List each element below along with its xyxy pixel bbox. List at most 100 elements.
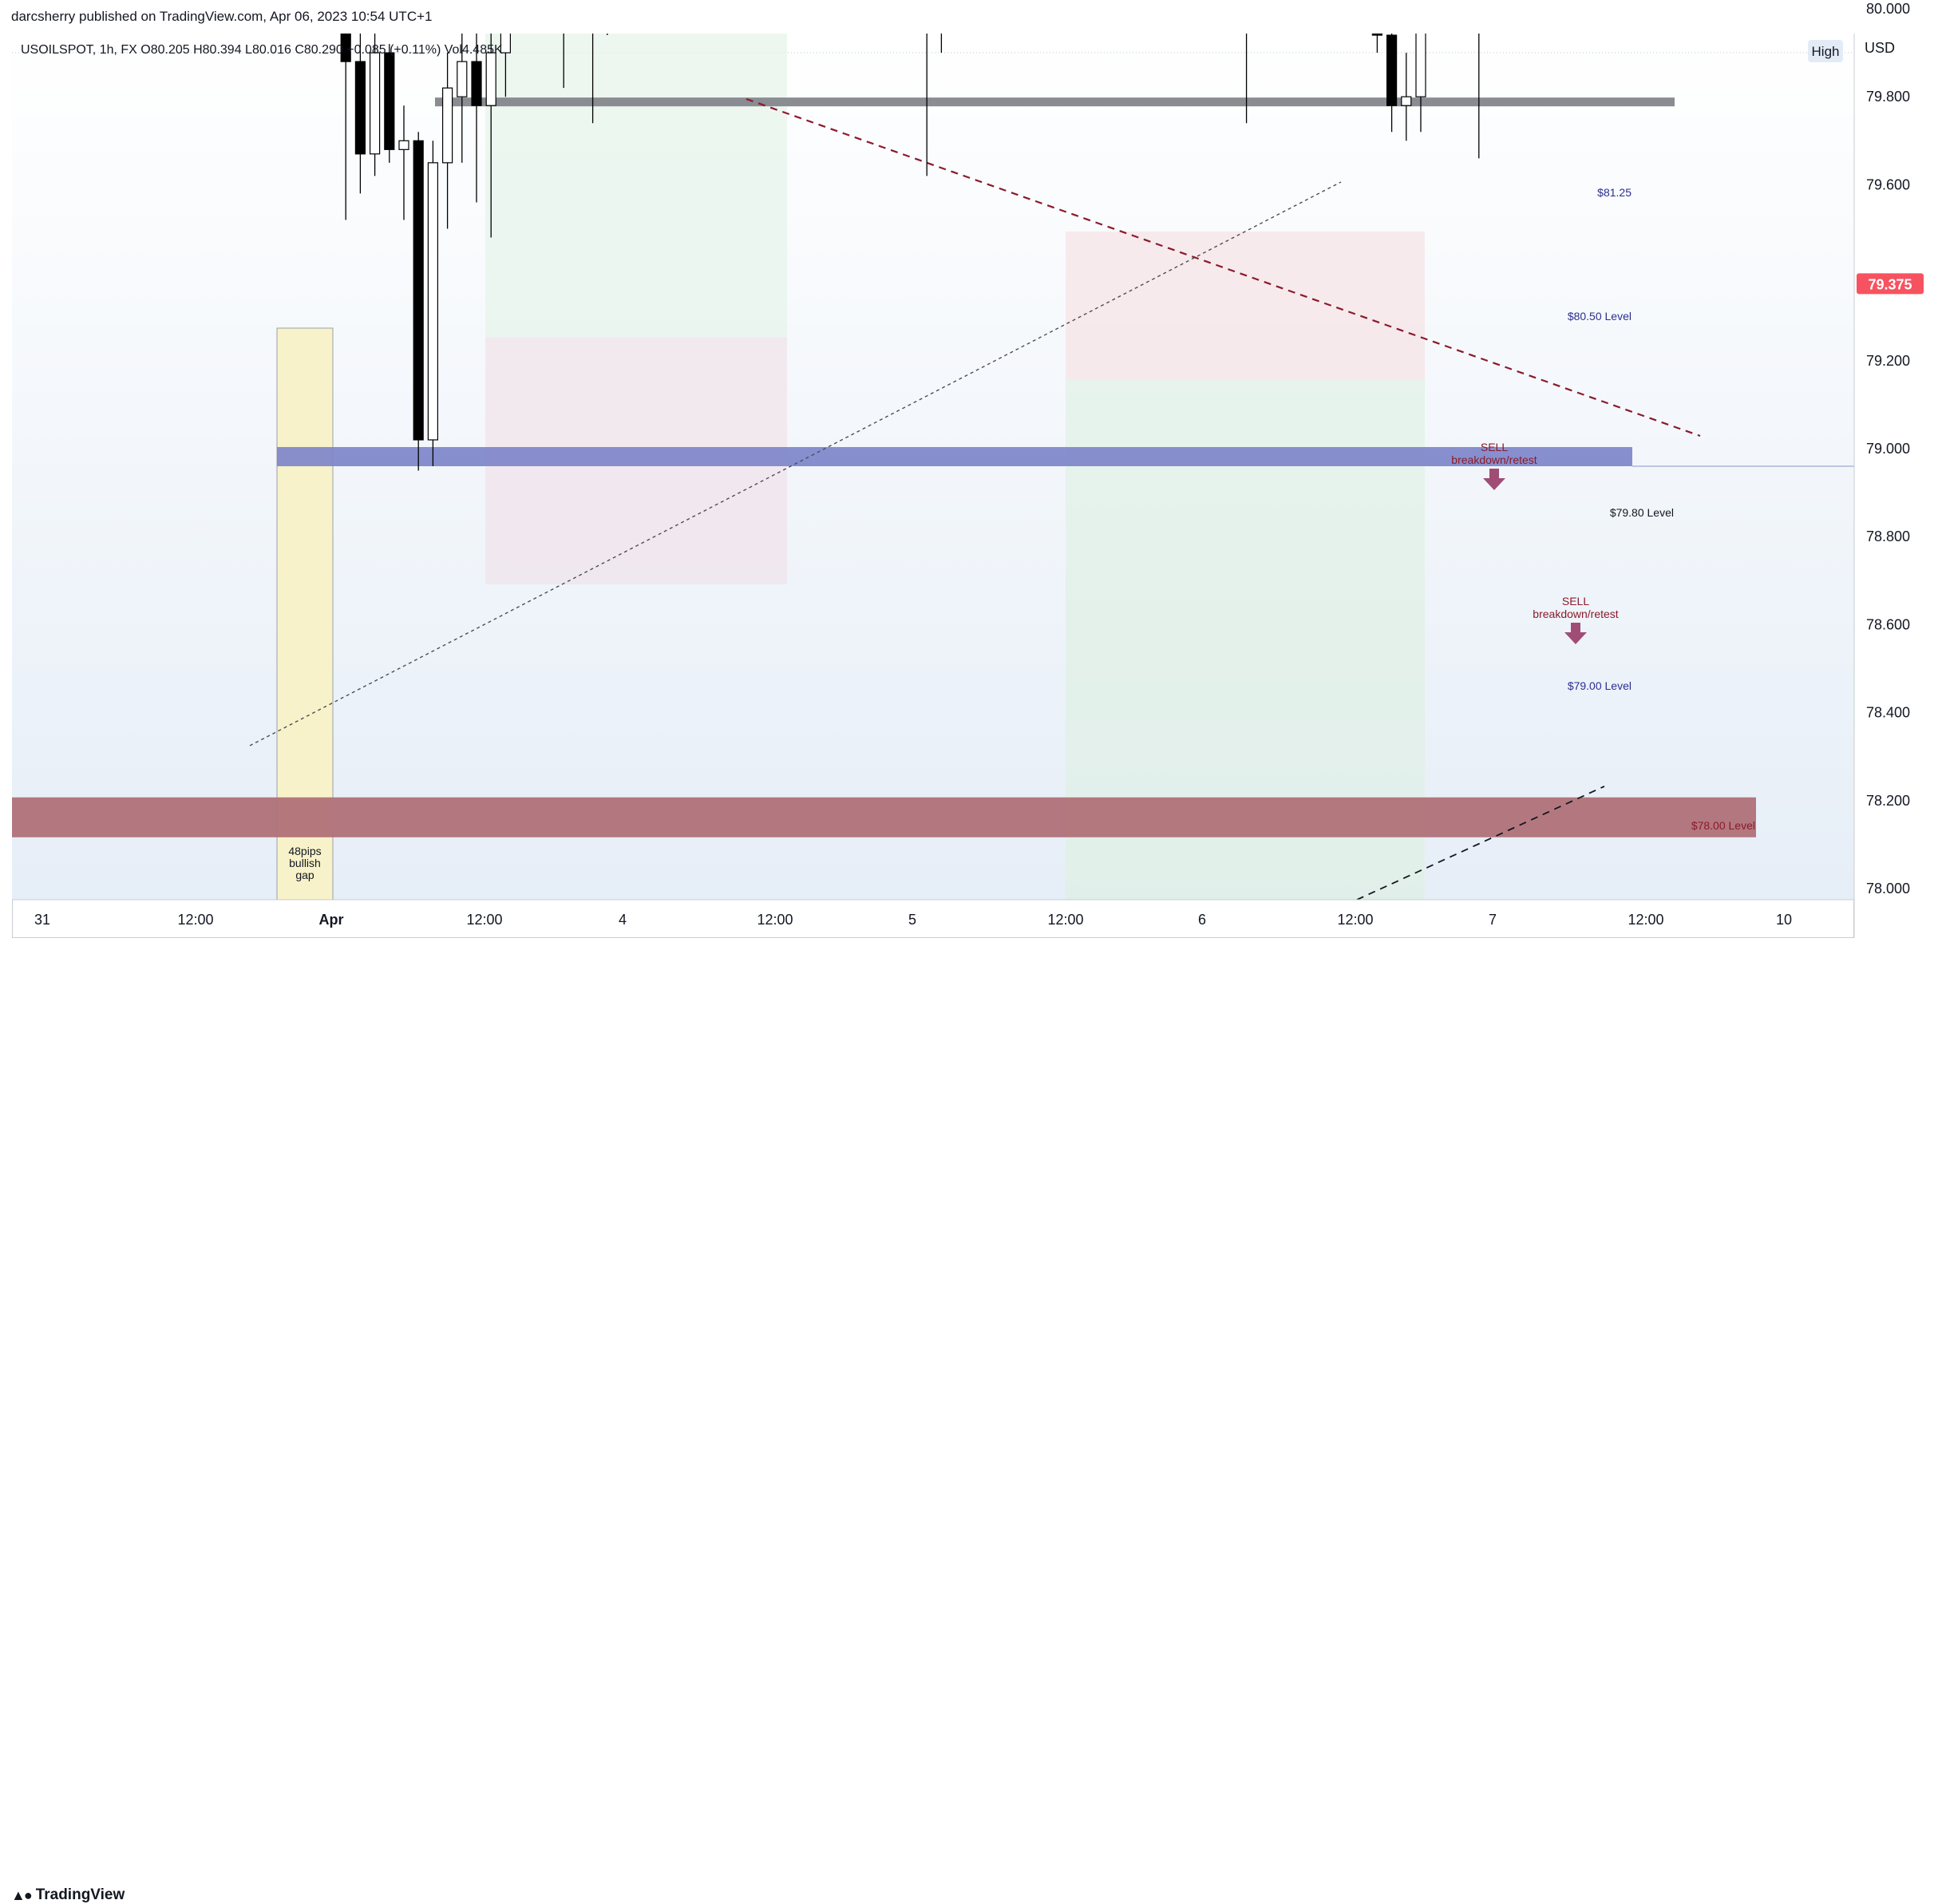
candle-body	[1371, 34, 1383, 36]
candle[interactable]	[1401, 53, 1412, 141]
price-tag-label: 79.375	[1868, 276, 1912, 292]
candle-body	[936, 0, 946, 22]
ascending-trendline	[249, 181, 1342, 746]
candle[interactable]	[1242, 0, 1252, 124]
time-tick: 12:00	[1047, 912, 1083, 928]
candle[interactable]	[441, 53, 453, 229]
candle[interactable]	[1474, 0, 1484, 159]
candle[interactable]	[1415, 0, 1426, 133]
candle[interactable]	[516, 0, 525, 9]
long-position-profit-zone	[485, 34, 787, 337]
lower-trendline	[1356, 786, 1605, 900]
price-tick: 78.800	[1866, 528, 1910, 544]
candle[interactable]	[413, 132, 424, 471]
level-label: $81.25	[1597, 186, 1632, 199]
candle[interactable]	[471, 0, 482, 203]
price-tag: 79.375	[1857, 273, 1924, 295]
brand-label: TradingView	[35, 1886, 125, 1903]
candle-body	[471, 61, 482, 106]
candle-body	[384, 52, 395, 150]
candle[interactable]	[951, 0, 961, 18]
candle-body	[340, 34, 351, 62]
descending-trendline	[746, 97, 1701, 437]
time-tick: 12:00	[1337, 912, 1373, 928]
price-tick: 78.400	[1866, 705, 1910, 721]
price-tick: 78.000	[1866, 881, 1910, 897]
candle[interactable]	[588, 0, 598, 124]
sell-label: SELL	[1481, 441, 1508, 453]
candle[interactable]	[617, 0, 627, 9]
time-tick: 7	[1489, 912, 1497, 928]
candle-body	[1386, 34, 1398, 106]
candle[interactable]	[500, 0, 512, 97]
level-label: $79.00 Level	[1568, 679, 1632, 692]
time-tick: 6	[1198, 912, 1206, 928]
short-position-stop-zone	[1066, 232, 1425, 379]
candle-body	[370, 52, 381, 155]
time-tick: 10	[1776, 912, 1792, 928]
time-tick: 12:00	[1628, 912, 1663, 928]
candle[interactable]	[457, 0, 468, 163]
sell-arrow-icon	[1483, 469, 1505, 490]
price-tick: 79.000	[1866, 441, 1910, 457]
candle-body	[922, 0, 931, 22]
price-tag-bg	[1857, 273, 1924, 295]
price-tick: 78.600	[1866, 616, 1910, 632]
publisher-line: darcsherry published on TradingView.com,…	[0, 0, 1942, 34]
time-tick: 31	[34, 912, 50, 928]
zone-79-80	[435, 97, 1675, 107]
sell-sublabel: breakdown/retest	[1533, 608, 1619, 620]
time-tick: 12:00	[757, 912, 793, 928]
candle-body	[1401, 96, 1412, 106]
candle[interactable]	[922, 0, 931, 176]
price-tick: 79.200	[1866, 353, 1910, 369]
gap-label: bullish	[289, 857, 321, 869]
candle[interactable]	[485, 0, 496, 238]
footer-bar: ▲● TradingView	[0, 938, 1942, 1903]
price-chart[interactable]: BUYbreakout/retestBUYbreakout/retestBUYb…	[0, 0, 1942, 938]
candle[interactable]	[370, 18, 381, 176]
level-label: $80.50 Level	[1568, 310, 1632, 323]
gap-label: gap	[295, 869, 314, 881]
gap-label: 48pips	[288, 845, 321, 857]
candle-body	[485, 52, 496, 106]
scale-badge: High	[1812, 44, 1840, 59]
time-tick: 4	[619, 912, 627, 928]
candle[interactable]	[1371, 0, 1383, 53]
candle-body	[457, 61, 468, 97]
candle[interactable]	[354, 18, 366, 194]
candle[interactable]	[340, 0, 351, 220]
zone-78-00	[12, 797, 1756, 837]
time-tick: 12:00	[177, 912, 213, 928]
time-tick: Apr	[319, 912, 344, 928]
candle-body	[1415, 34, 1426, 97]
price-tick: 79.600	[1866, 176, 1910, 192]
sell-sublabel: breakdown/retest	[1451, 453, 1537, 466]
sell-arrow-icon	[1564, 623, 1587, 644]
candle[interactable]	[1256, 0, 1266, 9]
level-label: $79.80 Level	[1610, 506, 1674, 519]
zone-79-00	[277, 447, 1632, 466]
currency-label: USD	[1865, 40, 1895, 56]
candle[interactable]	[603, 0, 612, 36]
tradingview-brand[interactable]: ▲● TradingView	[11, 1886, 125, 1904]
candle[interactable]	[398, 105, 409, 220]
candle[interactable]	[530, 0, 540, 9]
time-tick: 12:00	[466, 912, 502, 928]
scale-badge-bg[interactable]	[1808, 40, 1843, 62]
candle[interactable]	[1386, 18, 1398, 133]
symbol-info: USOILSPOT, 1h, FX O80.205 H80.394 L80.01…	[21, 43, 503, 57]
candle-body	[441, 87, 453, 164]
candle[interactable]	[427, 141, 439, 467]
tradingview-logo-icon: ▲●	[11, 1886, 33, 1903]
sell-label: SELL	[1562, 595, 1589, 608]
candle-body	[354, 61, 366, 155]
candle[interactable]	[384, 44, 395, 163]
price-tick: 80.000	[1866, 1, 1910, 17]
level-label: $78.00 Level	[1691, 819, 1755, 832]
candle-body	[427, 162, 439, 441]
candle-body	[413, 140, 424, 441]
time-tick: 5	[908, 912, 916, 928]
